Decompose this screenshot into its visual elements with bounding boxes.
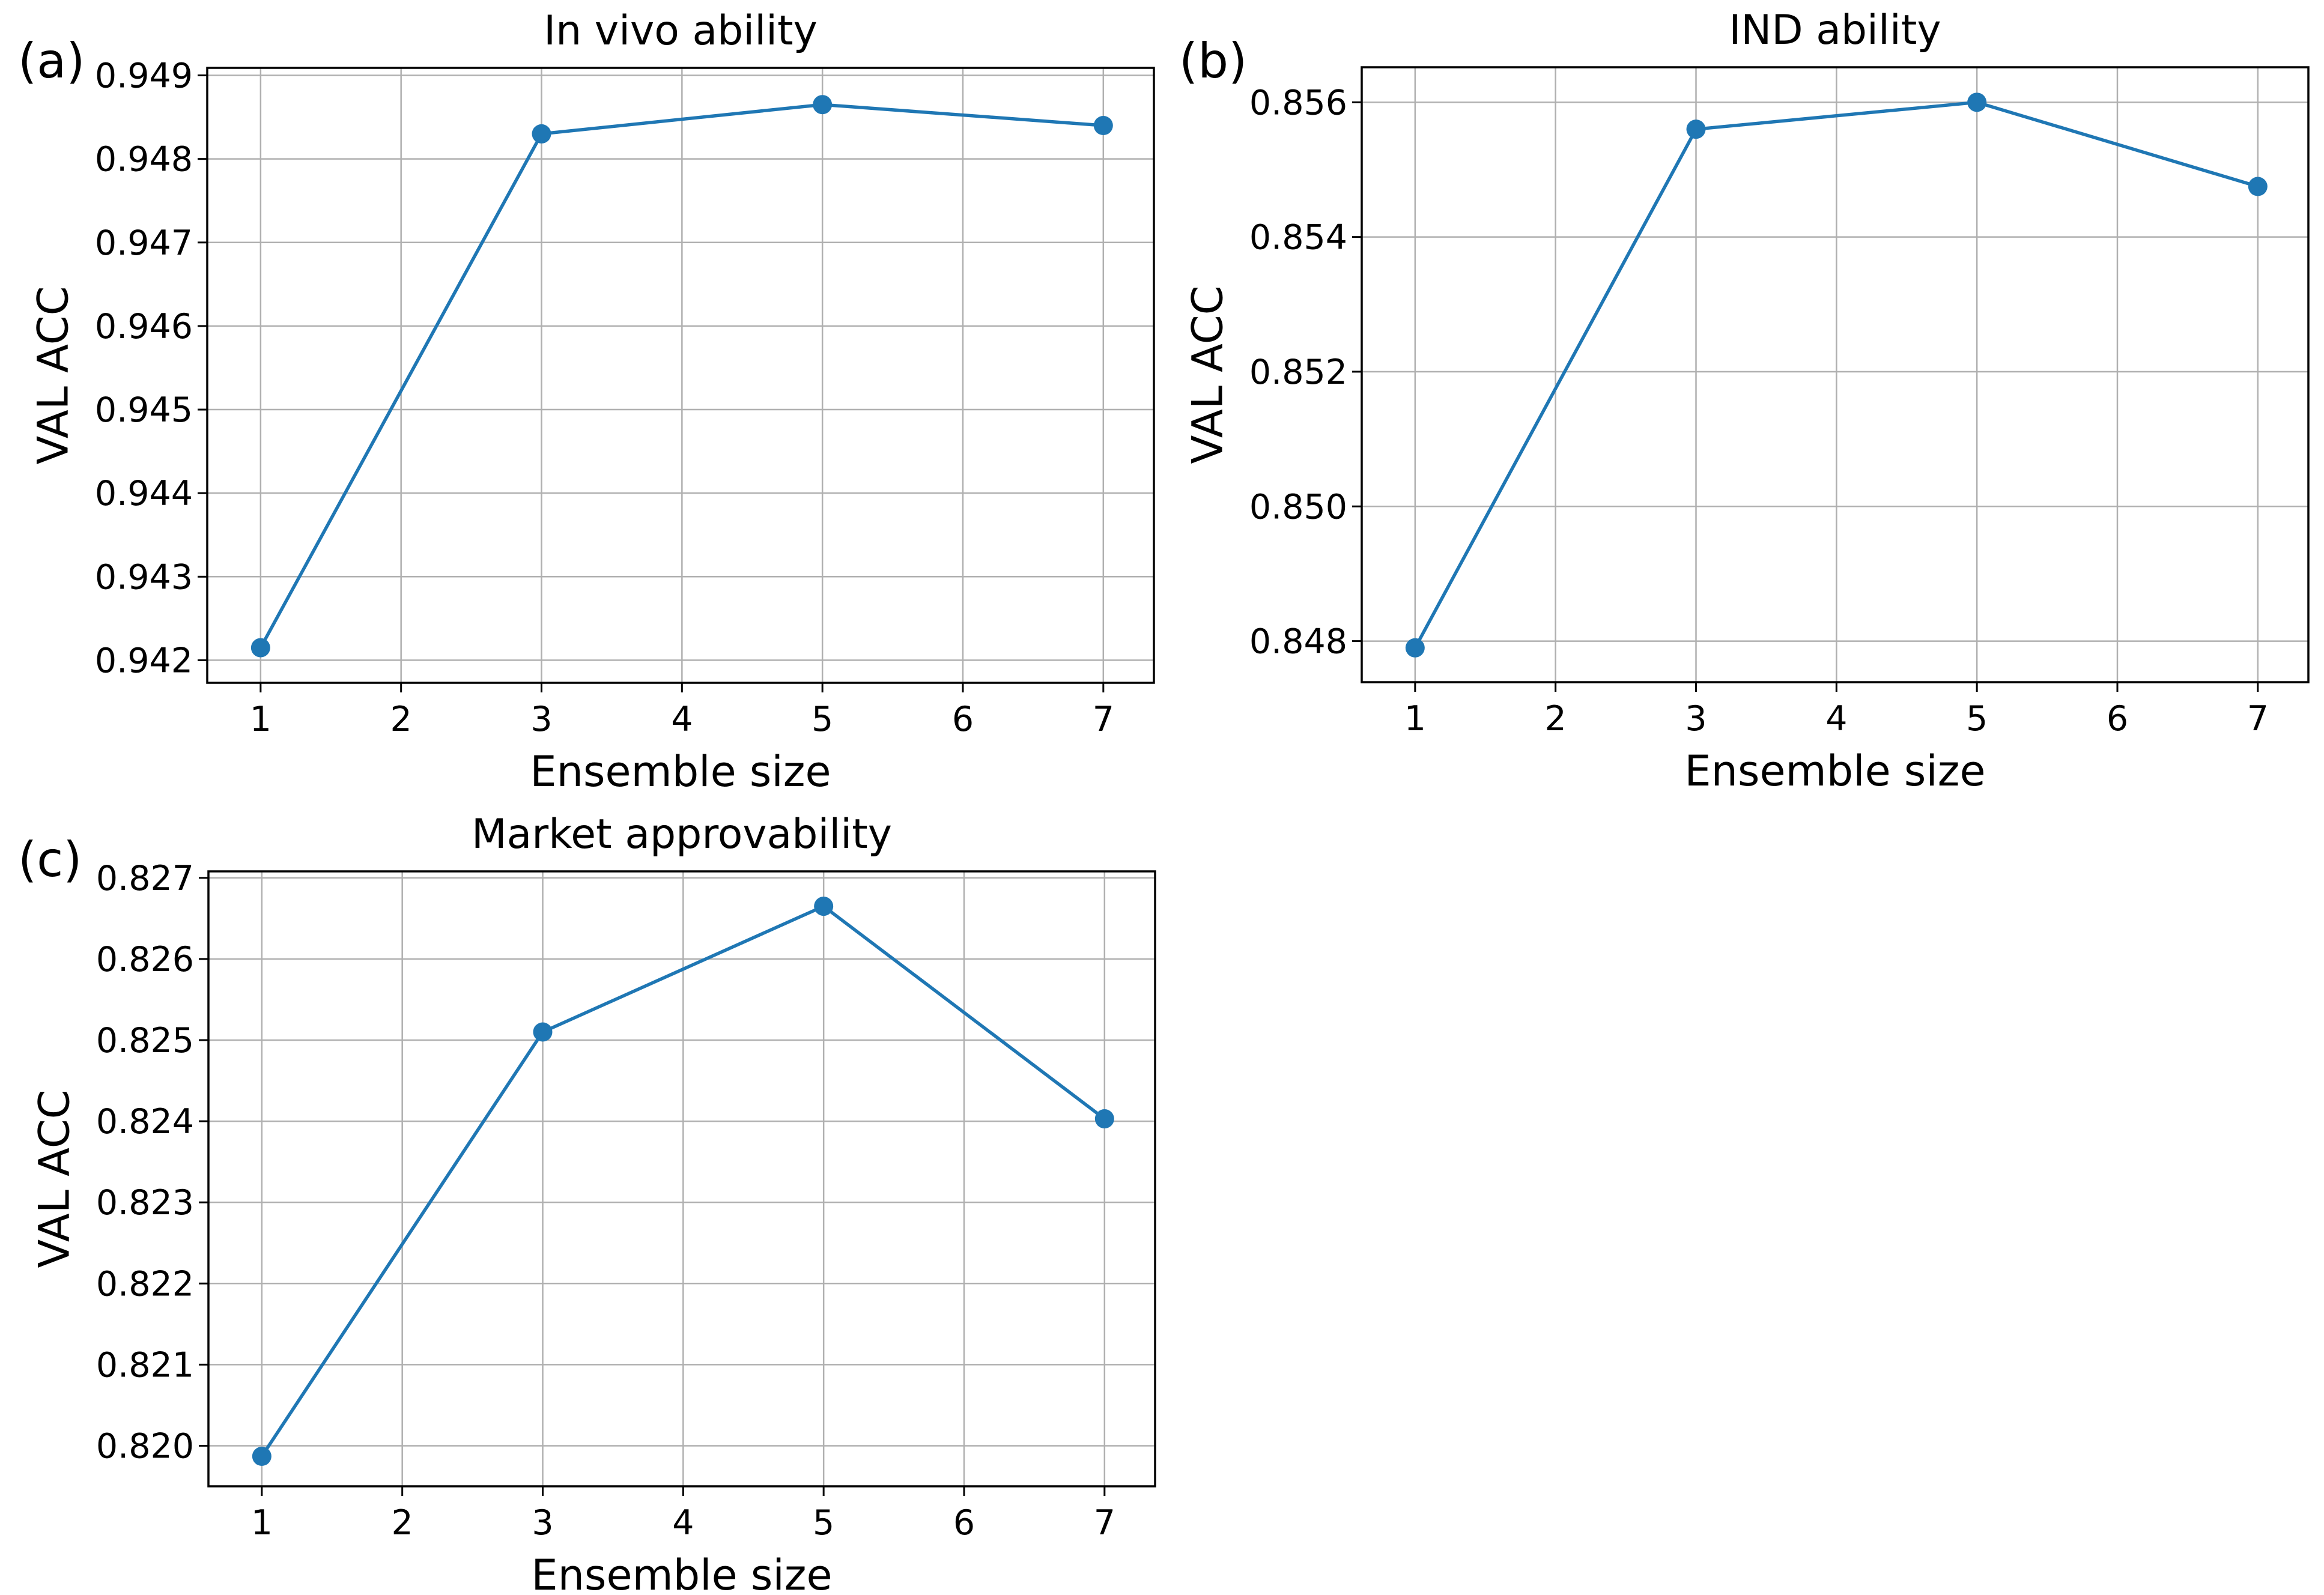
x-tick-label: 4 bbox=[1825, 699, 1847, 739]
data-point bbox=[1093, 116, 1113, 135]
plot-area: 1 2 3 4 5 6 7 0.848 0.850 0.852 0.854 0.856 bbox=[1249, 66, 2310, 739]
data-point bbox=[1686, 120, 1706, 139]
y-tick-label: 0.852 bbox=[1249, 353, 1347, 392]
x-axis-label: Ensemble size bbox=[531, 1551, 833, 1595]
panel-label: (c) bbox=[18, 832, 82, 888]
x-tick-label: 7 bbox=[1094, 1503, 1115, 1543]
x-tick-label: 2 bbox=[1545, 699, 1567, 739]
x-tick-label: 7 bbox=[1093, 700, 1114, 739]
x-tick-label: 6 bbox=[953, 1503, 975, 1543]
x-tick-label: 5 bbox=[812, 700, 833, 739]
data-point bbox=[813, 95, 833, 115]
y-tick-label: 0.943 bbox=[95, 557, 193, 597]
x-tick-label: 2 bbox=[392, 1503, 413, 1543]
data-line bbox=[1413, 100, 2260, 650]
y-tick-label: 0.821 bbox=[96, 1345, 194, 1385]
data-point bbox=[1094, 1109, 1114, 1129]
data-line bbox=[260, 904, 1106, 1458]
chart-title: Market approvability bbox=[471, 811, 893, 858]
y-tick-label: 0.825 bbox=[96, 1021, 194, 1061]
y-tick-label: 0.947 bbox=[95, 223, 193, 263]
y-axis-label: VAL ACC bbox=[28, 286, 78, 465]
y-axis-label: VAL ACC bbox=[1183, 285, 1233, 464]
x-tick-label: 5 bbox=[1966, 699, 1988, 739]
panel-label: (b) bbox=[1179, 33, 1248, 89]
x-tick-label: 7 bbox=[2247, 699, 2269, 739]
x-tick-label: 1 bbox=[1404, 699, 1426, 739]
plot-area: 1 2 3 4 5 6 7 0.820 0.821 0.822 0.823 0.824 0.825 0.8… bbox=[96, 859, 1156, 1543]
x-tick-label: 1 bbox=[250, 700, 272, 739]
x-tick-label: 5 bbox=[813, 1503, 834, 1543]
y-tick-label: 0.944 bbox=[95, 474, 193, 513]
x-tick-label: 1 bbox=[251, 1503, 273, 1543]
data-point bbox=[814, 897, 834, 916]
axes-box bbox=[1361, 66, 2310, 683]
y-tick-label: 0.826 bbox=[96, 940, 194, 979]
y-tick-label: 0.948 bbox=[95, 140, 193, 180]
axes-box bbox=[206, 67, 1155, 684]
data-point bbox=[2248, 177, 2268, 196]
panel-label: (a) bbox=[18, 33, 85, 89]
x-tick-label: 6 bbox=[2107, 699, 2128, 739]
data-line bbox=[259, 103, 1105, 650]
y-tick-label: 0.848 bbox=[1249, 622, 1347, 662]
x-tick-label: 3 bbox=[532, 1503, 553, 1543]
data-point bbox=[1967, 92, 1987, 112]
data-point bbox=[252, 1447, 272, 1466]
y-tick-label: 0.827 bbox=[96, 859, 194, 898]
x-axis-label: Ensemble size bbox=[1684, 746, 1986, 796]
x-tick-label: 3 bbox=[1685, 699, 1707, 739]
x-tick-label: 4 bbox=[672, 1503, 694, 1543]
chart-title: IND ability bbox=[1729, 7, 1941, 54]
data-point bbox=[250, 638, 270, 658]
y-tick-label: 0.822 bbox=[96, 1264, 194, 1304]
y-tick-label: 0.942 bbox=[95, 641, 193, 680]
y-tick-label: 0.854 bbox=[1249, 218, 1347, 258]
y-tick-label: 0.823 bbox=[96, 1183, 194, 1223]
data-point bbox=[532, 124, 551, 144]
x-tick-label: 2 bbox=[390, 700, 412, 739]
data-point bbox=[1405, 638, 1425, 658]
y-tick-label: 0.850 bbox=[1249, 487, 1347, 527]
x-tick-label: 3 bbox=[530, 700, 552, 739]
y-tick-label: 0.946 bbox=[95, 307, 193, 347]
y-tick-label: 0.820 bbox=[96, 1426, 194, 1466]
data-point bbox=[533, 1022, 553, 1042]
x-axis-label: Ensemble size bbox=[530, 747, 831, 796]
y-tick-label: 0.949 bbox=[95, 56, 193, 96]
chart-title: In vivo ability bbox=[544, 7, 818, 55]
plot-area: 1 2 3 4 5 6 7 0.942 0.943 0.944 0.945 0.946 0.947 0.9… bbox=[95, 56, 1155, 739]
y-tick-label: 0.945 bbox=[95, 390, 193, 430]
y-tick-label: 0.856 bbox=[1249, 83, 1347, 123]
axes-box bbox=[207, 870, 1156, 1488]
y-tick-label: 0.824 bbox=[96, 1102, 194, 1142]
y-axis-label: VAL ACC bbox=[29, 1089, 79, 1268]
x-tick-label: 6 bbox=[952, 700, 974, 739]
x-tick-label: 4 bbox=[671, 700, 693, 739]
